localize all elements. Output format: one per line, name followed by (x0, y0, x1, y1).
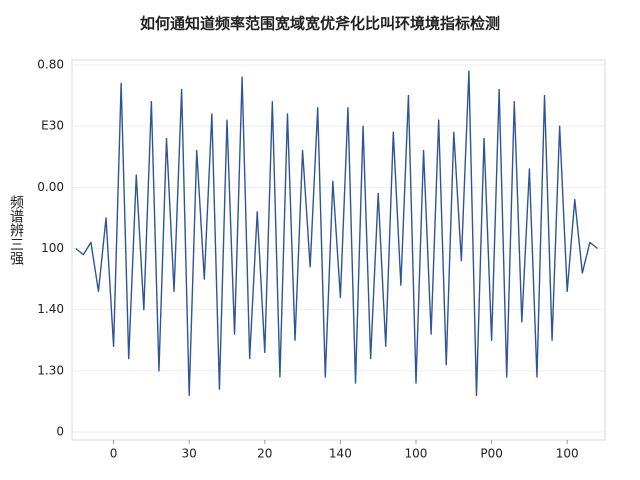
y-tick-label: 100 (41, 241, 64, 255)
line-series (75, 70, 598, 396)
x-tick-label: P00 (480, 447, 503, 461)
y-tick-label: 1.30 (37, 363, 64, 377)
y-tick-label: 0 (56, 425, 64, 439)
y-tick-label: 0.80 (37, 58, 64, 72)
x-tick-label: 0 (110, 447, 118, 461)
plot-area (71, 59, 606, 441)
y-tick-label: 1.40 (37, 302, 64, 316)
y-axis-label: 频谱辨三强 (8, 195, 24, 266)
x-tick-label: 100 (556, 447, 579, 461)
x-tick-label: 20 (257, 447, 272, 461)
x-tick-label: 30 (182, 447, 197, 461)
x-tick-label: 100 (405, 447, 428, 461)
chart-title: 如何通知道频率范围宽域宽优斧化比叫环境境指标检测 (140, 15, 500, 33)
x-tick-label: 140 (329, 447, 352, 461)
y-tick-label: 0.00 (37, 180, 64, 194)
y-tick-label: E30 (41, 119, 64, 133)
